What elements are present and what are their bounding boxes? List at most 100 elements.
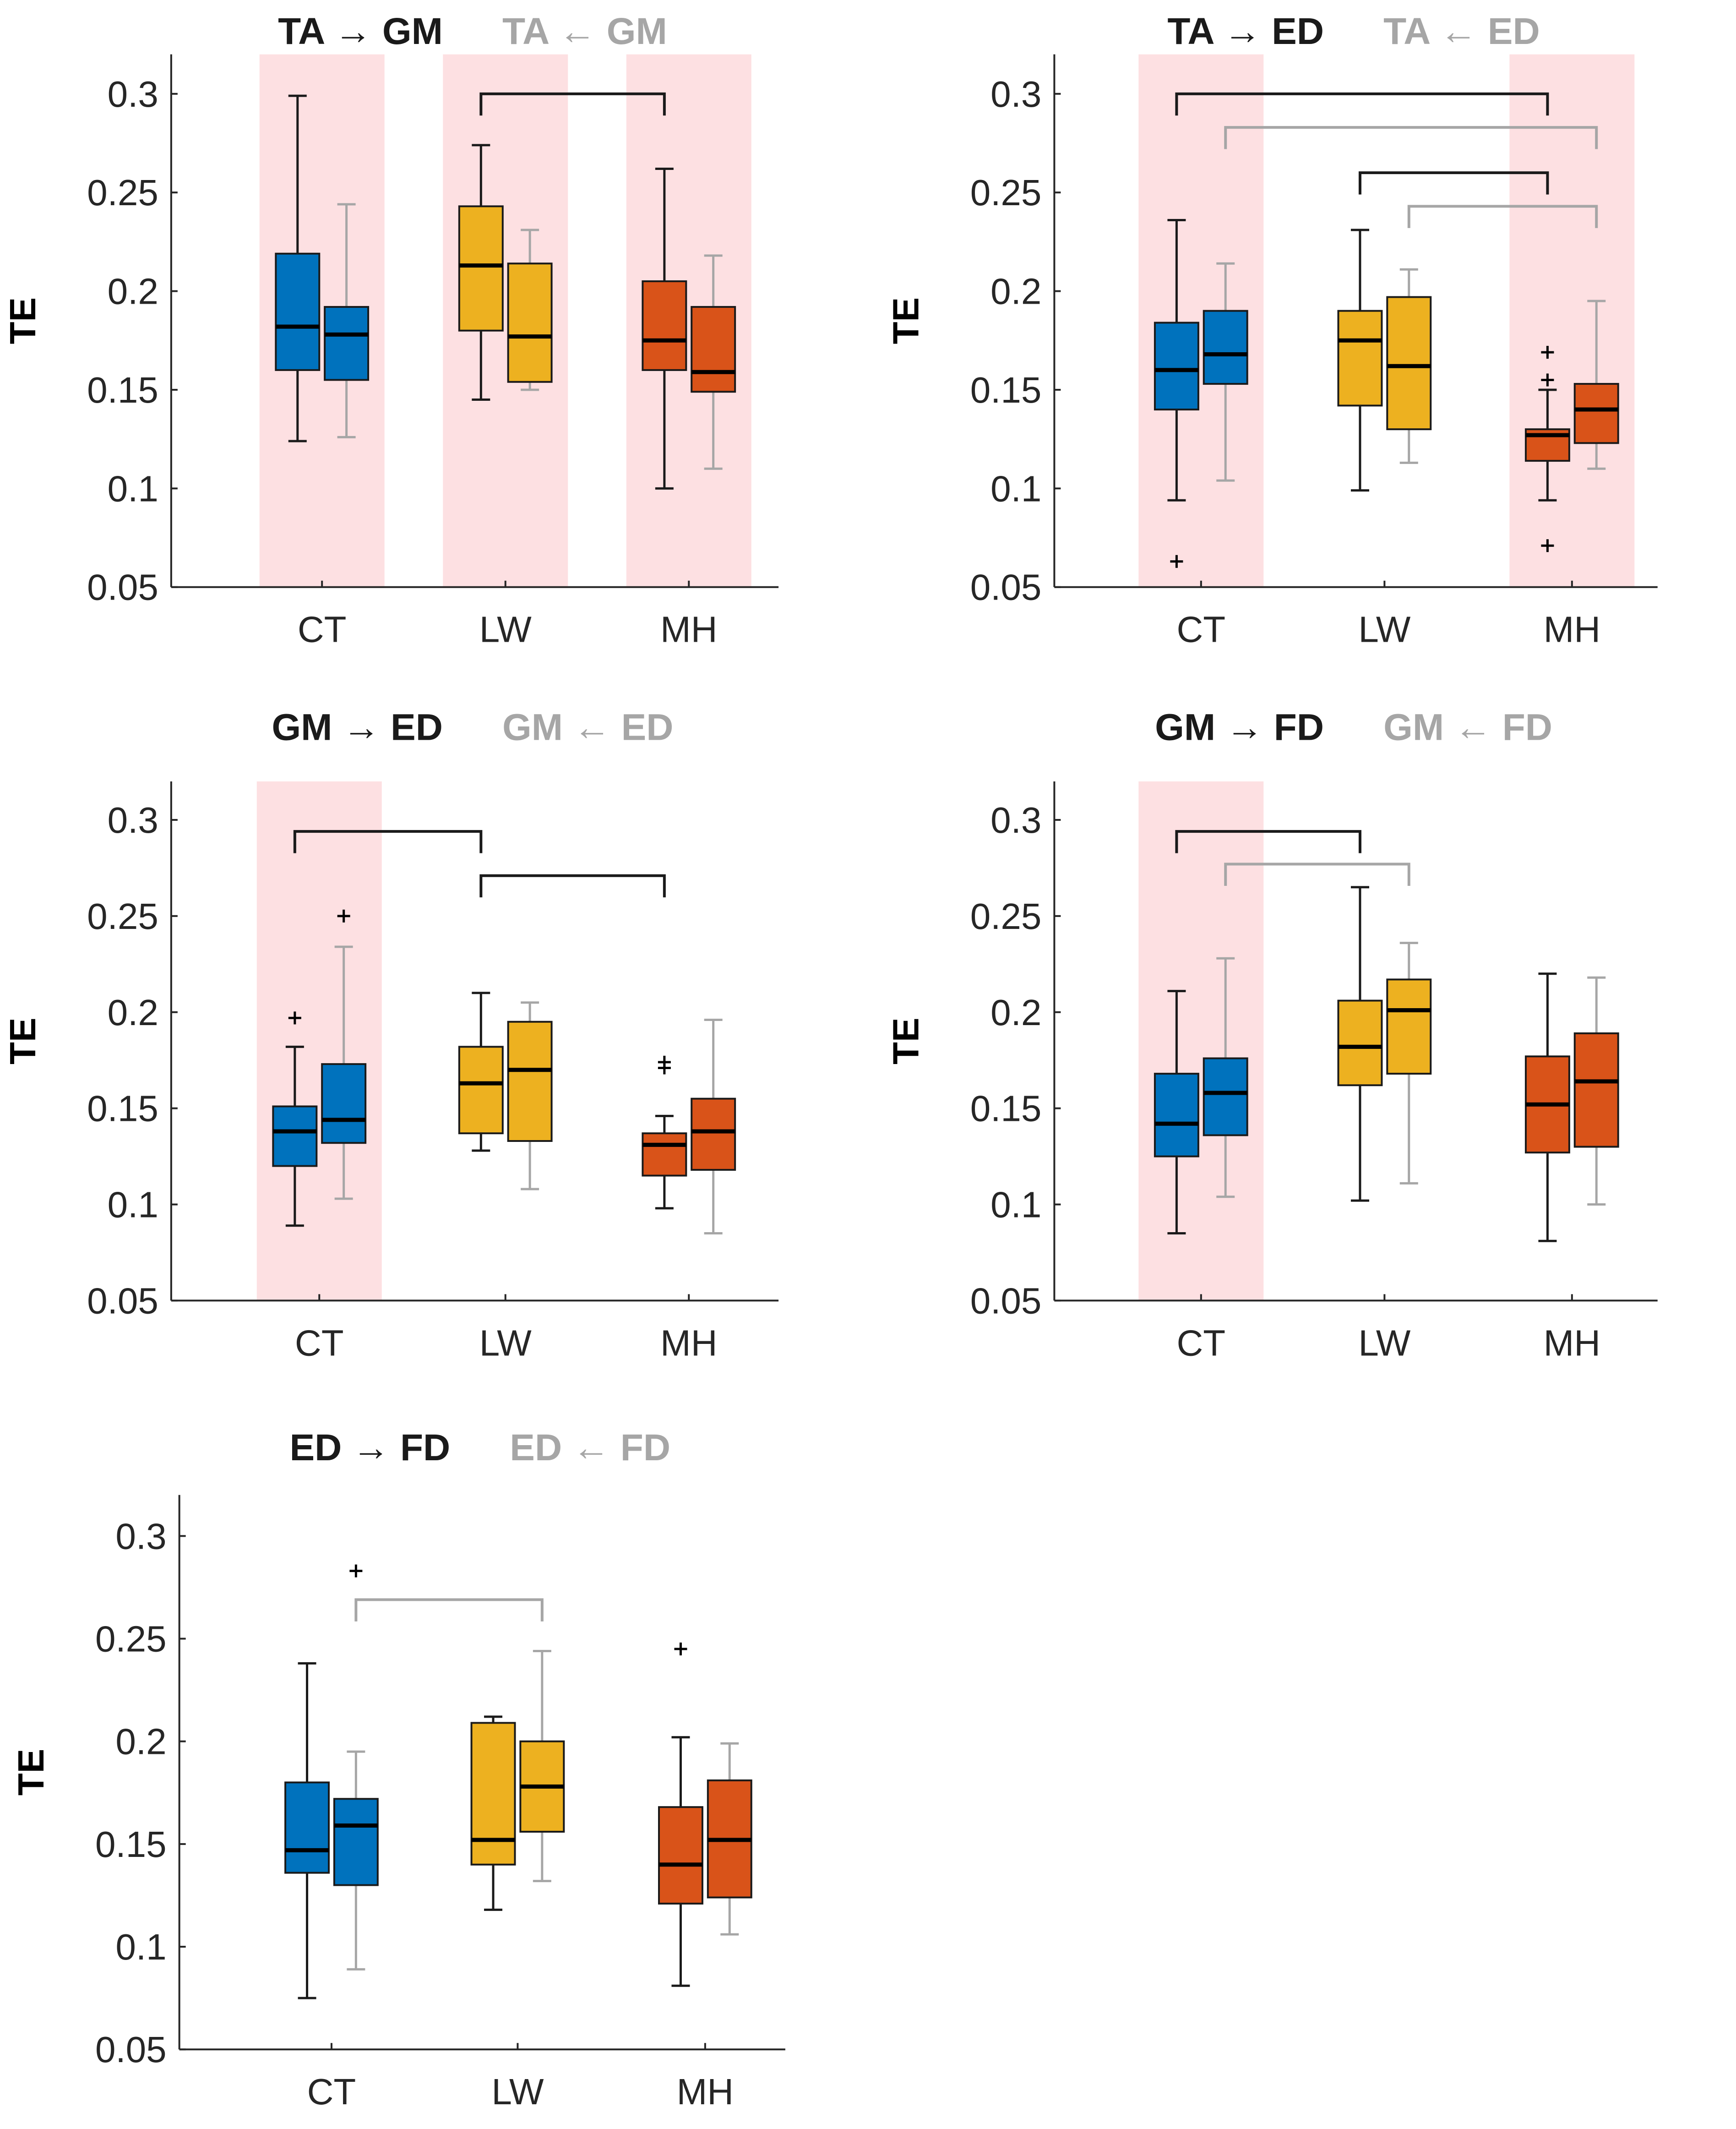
y-tick-label: 0.15 <box>87 1088 158 1129</box>
box-lw-bwd <box>1386 942 1432 1185</box>
box-lw-fwd <box>1337 886 1383 1202</box>
box-body <box>1337 310 1383 407</box>
x-tick-label-ct: CT <box>307 2071 356 2112</box>
x-tick-label-ct: CT <box>1177 1322 1226 1363</box>
y-tick-label: 0.25 <box>95 1619 167 1660</box>
significance-bracket-fwd <box>1175 92 1549 116</box>
box-lw-bwd <box>1386 268 1432 464</box>
outlier-marker <box>1541 346 1554 359</box>
panel-gm-ed: 0.05 0.1 0.15 0.2 0.25 0.3 CT LW MH TE GM → ED GM ←… <box>2 706 779 1363</box>
y-tick-label: 0.1 <box>108 468 158 509</box>
y-axis-label: TE <box>2 1018 43 1064</box>
significance-bracket-bwd <box>354 1598 544 1621</box>
y-tick-label: 0.3 <box>115 1516 166 1556</box>
box-ct-bwd <box>333 1564 379 1971</box>
title-backward: ED ← FD <box>510 1427 670 1468</box>
box-ct-fwd <box>275 94 321 442</box>
title-forward: GM → FD <box>1155 706 1324 748</box>
highlight-band-mh <box>1509 54 1635 587</box>
box-body <box>1154 322 1199 411</box>
box-ct-bwd <box>324 203 370 438</box>
box-mh-bwd <box>1573 976 1619 1206</box>
y-tick-label: 0.15 <box>970 370 1042 410</box>
box-body <box>1203 1057 1248 1136</box>
x-tick-label-mh: MH <box>677 2071 734 2112</box>
x-tick-label-lw: LW <box>1358 1322 1411 1363</box>
y-tick-label: 0.25 <box>970 172 1042 213</box>
x-tick-label-mh: MH <box>660 609 717 650</box>
y-tick-label: 0.25 <box>87 172 158 213</box>
box-body <box>1573 383 1619 444</box>
y-tick-label: 0.25 <box>87 896 158 937</box>
significance-bracket-bwd <box>1224 126 1598 149</box>
box-body <box>507 1021 553 1142</box>
box-body <box>1337 999 1383 1086</box>
y-tick-label: 0.2 <box>990 271 1041 312</box>
title-backward: TA ← ED <box>1383 11 1540 52</box>
box-body <box>458 205 504 332</box>
box-body <box>642 1132 687 1177</box>
y-tick-label: 0.15 <box>87 370 158 410</box>
box-mh-bwd <box>691 254 736 470</box>
significance-bracket-fwd <box>479 874 666 898</box>
box-body <box>1386 978 1432 1075</box>
box-lw-bwd <box>519 1649 565 1883</box>
panel-ed-fd: 0.05 0.1 0.15 0.2 0.25 0.3 CT LW MH TE ED → FD ED ←… <box>11 1427 785 2112</box>
significance-bracket-fwd <box>479 92 666 116</box>
outlier-marker <box>337 909 350 923</box>
outlier-marker <box>1541 539 1554 552</box>
y-tick-label: 0.3 <box>108 800 158 841</box>
significance-bracket-bwd <box>1224 863 1410 886</box>
significance-bracket-fwd <box>293 830 483 853</box>
box-ct-fwd <box>272 1011 318 1227</box>
significance-bracket-bwd <box>1407 205 1598 228</box>
box-lw-fwd <box>458 992 504 1152</box>
outlier-marker <box>288 1011 301 1025</box>
y-axis-label: TE <box>11 1749 51 1796</box>
outlier-marker <box>1170 555 1183 568</box>
y-tick-label: 0.05 <box>970 1280 1042 1321</box>
box-body <box>658 1806 703 1905</box>
x-tick-label-ct: CT <box>298 609 347 650</box>
box-ct-fwd <box>284 1662 330 1999</box>
box-mh-fwd <box>658 1642 703 1987</box>
y-tick-label: 0.05 <box>970 567 1042 608</box>
box-body <box>691 306 736 393</box>
y-axis-label: TE <box>886 297 926 344</box>
y-tick-label: 0.1 <box>115 1927 166 1967</box>
box-body <box>458 1046 504 1135</box>
y-tick-label: 0.15 <box>970 1088 1042 1129</box>
box-mh-fwd <box>1524 346 1570 552</box>
highlight-band-ct <box>256 781 382 1301</box>
panel-ta-gm: 0.05 0.1 0.15 0.2 0.25 0.3 CT LW MH TE TA → GM TA ←… <box>2 11 779 650</box>
box-mh-fwd <box>642 168 687 490</box>
y-tick-label: 0.3 <box>990 74 1041 115</box>
x-tick-label-lw: LW <box>1358 609 1411 650</box>
title-backward: GM ← ED <box>502 706 674 748</box>
box-mh-fwd <box>642 1055 687 1210</box>
y-tick-label: 0.05 <box>87 1280 158 1321</box>
y-axis-label: TE <box>2 297 43 344</box>
y-axis-label: TE <box>886 1018 926 1064</box>
y-tick-label: 0.3 <box>990 800 1041 841</box>
x-tick-label-ct: CT <box>295 1322 344 1363</box>
x-tick-label-mh: MH <box>1544 609 1600 650</box>
box-body <box>507 262 553 383</box>
y-tick-label: 0.1 <box>108 1185 158 1225</box>
outlier-marker <box>1541 373 1554 387</box>
y-tick-label: 0.25 <box>970 896 1042 937</box>
x-tick-label-lw: LW <box>491 2071 544 2112</box>
title-forward: GM → ED <box>272 706 443 748</box>
box-ct-bwd <box>1203 262 1248 482</box>
box-ct-bwd <box>1203 957 1248 1198</box>
outlier-marker <box>658 1055 671 1069</box>
x-tick-label-ct: CT <box>1177 609 1226 650</box>
box-body <box>470 1722 516 1866</box>
y-tick-label: 0.1 <box>990 1185 1041 1225</box>
box-body <box>324 306 370 381</box>
box-lw-fwd <box>458 144 504 401</box>
x-tick-label-lw: LW <box>479 1322 532 1363</box>
box-mh-bwd <box>707 1742 752 1936</box>
y-tick-label: 0.1 <box>990 468 1041 509</box>
box-body <box>1386 296 1432 431</box>
